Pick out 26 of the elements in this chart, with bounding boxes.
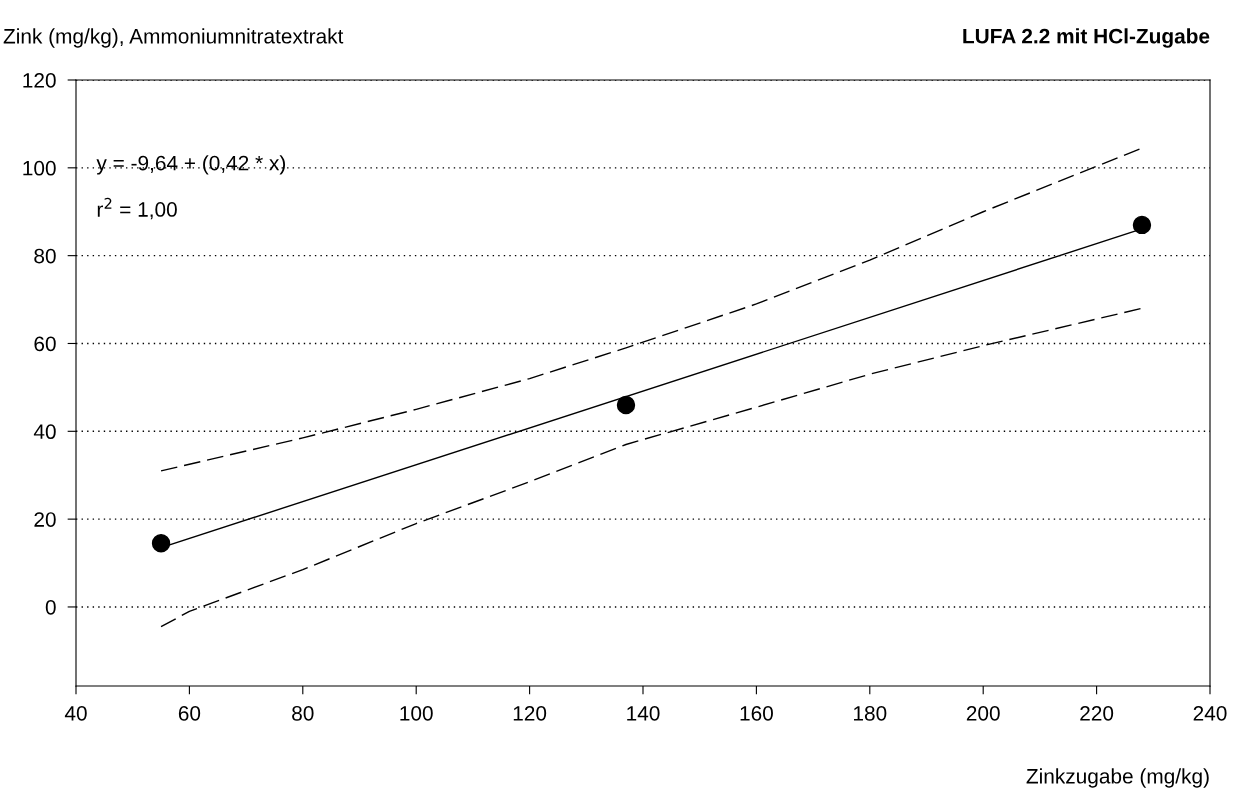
y-tick-label: 0: [45, 599, 56, 615]
chart-title: LUFA 2.2 mit HCl-Zugabe: [963, 28, 1210, 48]
x-tick-label: 100: [400, 705, 433, 721]
point: [151, 534, 171, 553]
x-tick-label: 40: [64, 705, 87, 721]
x-tick-label: 140: [627, 705, 660, 721]
annotation: r$^{2}$ = 1,00: [97, 197, 177, 220]
x-tick-label: 220: [1080, 705, 1114, 721]
x-tick-label: 180: [854, 705, 887, 721]
x-tick-label: 120: [513, 705, 547, 721]
y-tick-label: 20: [34, 512, 56, 527]
x-axis-title: Zinkzugabe (mg/kg): [1026, 768, 1209, 788]
x-tick-label: 160: [740, 705, 773, 721]
y-tick-label: 120: [23, 73, 56, 88]
point: [1132, 215, 1152, 235]
x-tick-label: 200: [966, 705, 1000, 721]
point: [616, 395, 636, 415]
y-tick-label: 60: [34, 336, 56, 352]
annotation: y = -9,64 + (0,42 * x): [96, 155, 286, 175]
y-tick-label: 100: [23, 160, 56, 176]
y-tick-label: 80: [34, 248, 56, 264]
x-tick-label: 60: [178, 705, 201, 721]
y-tick-label: 40: [33, 424, 56, 440]
y-axis-title: Zink (mg/kg), Ammoniumnitratextrakt: [3, 28, 344, 48]
x-tick-label: 80: [292, 705, 314, 721]
x-tick-label: 240: [1193, 705, 1227, 721]
